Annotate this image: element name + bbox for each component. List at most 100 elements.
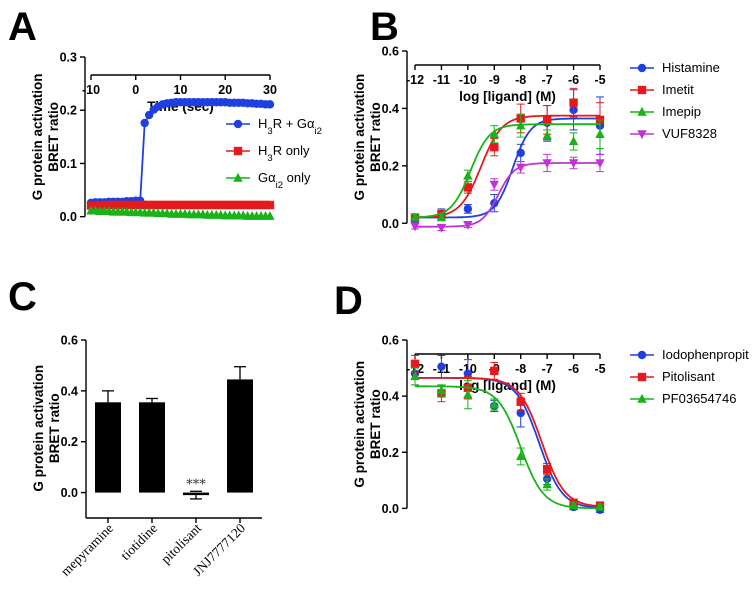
data-point — [542, 115, 552, 125]
legend-text-part: H — [258, 143, 267, 158]
x-tick-label: 10 — [174, 83, 188, 97]
x-tick-label: -10 — [459, 73, 477, 87]
data-point — [104, 200, 114, 210]
y-axis-title-line: BRET ratio — [368, 102, 383, 172]
data-point — [127, 200, 136, 210]
y-axis-title: G protein activationBRET ratio — [31, 365, 62, 492]
data-point — [463, 183, 473, 192]
legend: Iodophenpropit Pitolisant PF03654746 — [630, 347, 749, 406]
data-point — [158, 200, 167, 210]
legend-label: Imetit — [662, 82, 694, 97]
bar-group: JNJ7777120 — [190, 366, 253, 579]
data-point — [516, 397, 525, 406]
data-point — [595, 159, 605, 169]
data-point — [113, 200, 123, 210]
data-point — [203, 200, 212, 210]
y-axis-title-line: G protein activation — [30, 73, 45, 200]
data-point — [153, 200, 163, 210]
bar-group: tiotidine — [118, 397, 165, 563]
data-point — [516, 163, 526, 173]
data-point — [185, 200, 194, 210]
data-point — [489, 129, 499, 138]
data-point — [542, 479, 552, 489]
y-axis-title-line: G protein activation — [352, 361, 367, 488]
bar — [139, 402, 165, 493]
data-point — [595, 129, 605, 138]
data-point — [140, 118, 149, 128]
y-tick-label: 0.0 — [382, 217, 399, 231]
series-line — [90, 101, 270, 204]
data-point — [568, 500, 579, 510]
data-point — [230, 200, 239, 210]
data-point — [463, 220, 473, 230]
bar — [95, 402, 121, 493]
data-point — [595, 501, 605, 511]
legend-label: PF03654746 — [662, 391, 736, 406]
data-point — [136, 200, 145, 210]
data-point — [167, 200, 176, 210]
legend-text-part: H — [258, 116, 267, 131]
data-point — [216, 200, 225, 210]
y-tick-label: 0.6 — [61, 334, 78, 348]
x-tick-label: -7 — [542, 73, 553, 87]
data-point — [118, 200, 127, 210]
x-tick-label: -9 — [489, 73, 500, 87]
fit-curve — [415, 385, 600, 510]
fit-curve — [415, 123, 600, 219]
data-point — [176, 200, 185, 210]
data-point — [265, 210, 275, 220]
bar-group: mepyramine — [58, 390, 121, 579]
data-point — [489, 399, 499, 409]
y-tick-label: 0.6 — [382, 334, 399, 348]
legend-subscript: 3 — [267, 153, 272, 164]
significance-label: *** — [186, 478, 206, 493]
y-tick-label: 0.0 — [61, 486, 78, 500]
panel-label-c: C — [8, 275, 37, 319]
y-axis-title-line: BRET ratio — [47, 393, 62, 463]
legend-marker — [637, 63, 647, 73]
series-3 — [410, 153, 605, 233]
data-point — [463, 389, 473, 399]
data-point — [225, 200, 234, 210]
series-1 — [86, 200, 275, 210]
legend-marker — [233, 172, 243, 182]
x-tick-label: -11 — [433, 73, 450, 87]
data-point — [198, 200, 208, 210]
x-tick-label: -6 — [568, 362, 579, 376]
data-point — [437, 362, 446, 371]
category-label: mepyramine — [58, 521, 116, 579]
data-point — [131, 200, 140, 210]
legend-marker — [233, 119, 243, 129]
legend-text-part: Gα — [258, 170, 276, 185]
data-point — [463, 369, 473, 378]
y-axis-title: G protein activationBRET ratio — [352, 361, 383, 488]
series-2 — [86, 205, 275, 220]
legend: Histamine Imetit Imepip VUF8328 — [630, 60, 720, 141]
y-tick-label: 0.4 — [382, 390, 399, 404]
legend-text-part: R only — [273, 143, 310, 158]
panel-label-a: A — [8, 5, 37, 49]
y-axis-title: G protein activationBRET ratio — [352, 74, 383, 201]
data-point — [542, 159, 552, 169]
y-tick-label: 0.3 — [60, 51, 77, 65]
data-point — [516, 148, 525, 158]
legend-marker — [637, 106, 647, 116]
legend-marker — [233, 146, 243, 156]
series-2 — [410, 113, 605, 222]
legend-marker — [637, 130, 647, 140]
data-point — [542, 464, 552, 474]
data-point — [410, 359, 420, 369]
legend-subscript: 3 — [267, 126, 272, 137]
legend-text-part: only — [283, 170, 311, 185]
data-point — [256, 200, 266, 210]
x-tick-label: -10 — [82, 83, 100, 97]
legend-label: H3R + Gαi2 — [258, 116, 322, 137]
x-tick-label: -6 — [568, 73, 579, 87]
data-point — [140, 200, 149, 210]
data-point — [489, 180, 499, 190]
data-point — [436, 223, 447, 233]
legend-marker — [637, 372, 647, 382]
